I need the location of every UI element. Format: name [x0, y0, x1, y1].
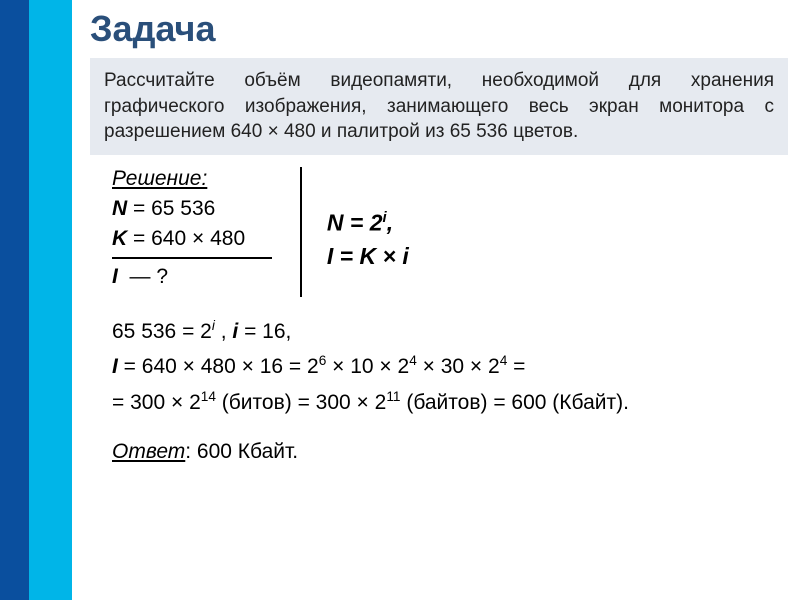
answer-label: Ответ — [112, 440, 185, 463]
var-n: N — [112, 197, 127, 220]
slide-main: Задача Рассчитайте объём видеопамяти, не… — [90, 8, 788, 592]
answer-block: Ответ: 600 Кбайт. — [90, 440, 788, 464]
formula-1-pre: N = 2 — [327, 210, 383, 236]
c2d: × 30 × 2 — [417, 355, 500, 378]
val-n: = 65 536 — [133, 197, 215, 220]
c1b: , — [215, 320, 233, 343]
c2s2: 4 — [409, 353, 417, 368]
c2e: = — [507, 355, 525, 378]
solution-area: Решение: N = 65 536 K = 640 × 480 I — ? … — [90, 167, 788, 297]
calc-line-2: I = 640 × 480 × 16 = 26 × 10 × 24 × 30 ×… — [112, 350, 788, 384]
c3c: (байтов) = 600 (Кбайт). — [401, 391, 629, 414]
c3s1: 14 — [201, 389, 216, 404]
answer-value: : 600 Кбайт. — [185, 440, 298, 463]
val-i: — ? — [130, 265, 169, 288]
c3s2: 11 — [386, 389, 400, 404]
given-n: N = 65 536 — [112, 197, 272, 221]
slide-title: Задача — [90, 8, 788, 50]
given-block: Решение: N = 65 536 K = 640 × 480 I — ? — [90, 167, 290, 295]
calc-line-1: 65 536 = 2i , i = 16, — [112, 315, 788, 349]
formula-block: N = 2i, I = K × i — [307, 167, 409, 276]
val-k: = 640 × 480 — [133, 227, 245, 250]
formula-2: I = K × i — [327, 243, 409, 270]
vertical-divider — [300, 167, 302, 297]
given-i: I — ? — [112, 265, 272, 289]
c3a: = 300 × 2 — [112, 391, 201, 414]
slide-accent-sidebar — [0, 0, 72, 600]
given-k: K = 640 × 480 — [112, 227, 272, 251]
c2b: = 640 × 480 × 16 = 2 — [118, 355, 319, 378]
problem-statement: Рассчитайте объём видеопамяти, необходим… — [90, 58, 788, 155]
c3b: (битов) = 300 × 2 — [216, 391, 386, 414]
formula-1-post: , — [387, 210, 393, 236]
calculation-block: 65 536 = 2i , i = 16, I = 640 × 480 × 16… — [90, 315, 788, 420]
given-divider — [112, 257, 272, 259]
c1d: = 16, — [238, 320, 291, 343]
var-k: K — [112, 227, 127, 250]
c1a: 65 536 = 2 — [112, 320, 212, 343]
formula-1: N = 2i, — [327, 209, 409, 237]
calc-line-3: = 300 × 214 (битов) = 300 × 211 (байтов)… — [112, 386, 788, 420]
c2c: × 10 × 2 — [326, 355, 409, 378]
solution-label: Решение: — [112, 167, 272, 191]
var-i: I — [112, 265, 118, 288]
